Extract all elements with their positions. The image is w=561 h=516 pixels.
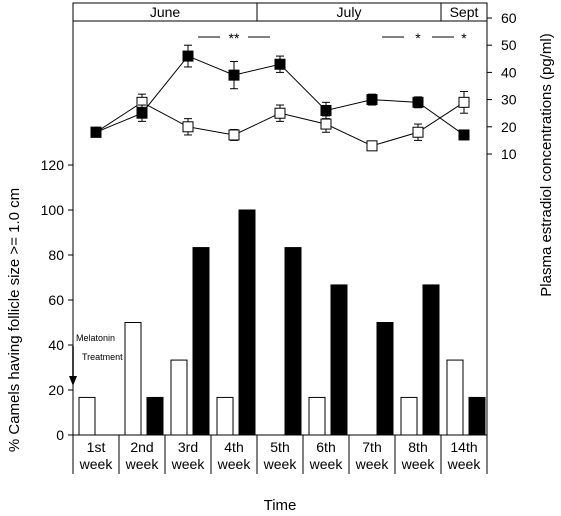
x-tick-label: week	[79, 456, 114, 472]
bar-melatonin	[192, 247, 210, 436]
month-label: June	[150, 4, 181, 20]
x-tick-label: week	[309, 456, 344, 472]
x-tick-label: week	[171, 456, 206, 472]
marker-control	[274, 107, 286, 119]
marker-control	[412, 126, 424, 138]
line-series	[90, 44, 470, 152]
marker-control	[458, 96, 470, 108]
left-tick-label: 80	[48, 247, 64, 263]
month-label: Sept	[450, 4, 479, 20]
significance-label: **	[229, 30, 240, 46]
bar-control	[170, 359, 188, 436]
melatonin-annotation: Melatonin Treatment	[69, 333, 123, 386]
x-tick-label: week	[401, 456, 436, 472]
marker-melatonin	[366, 94, 378, 106]
x-tick-label: 1st	[87, 439, 106, 455]
x-tick-labels: 1stweek2ndweek3rdweek4thweek5thweek6thwe…	[72, 435, 488, 474]
marker-melatonin	[274, 58, 286, 70]
bar-melatonin	[238, 209, 256, 436]
x-axis-title: Time	[264, 497, 297, 514]
x-tick-label: week	[217, 456, 252, 472]
marker-melatonin	[228, 69, 240, 81]
bar-series	[78, 209, 486, 436]
bar-melatonin	[376, 322, 394, 436]
marker-melatonin	[90, 126, 102, 138]
left-tick-label: 60	[48, 292, 64, 308]
bar-control	[216, 396, 234, 436]
bar-melatonin	[284, 247, 302, 436]
marker-melatonin	[458, 129, 470, 141]
left-axis-title: % Camels having follicle size >= 1.0 cm	[6, 188, 23, 452]
bar-control	[400, 396, 418, 436]
marker-control	[228, 129, 240, 141]
left-axis: 0 20 40 60 80 100 120	[41, 157, 73, 443]
x-tick-label: week	[355, 456, 390, 472]
marker-melatonin	[136, 107, 148, 119]
annotation-line-1: Melatonin	[76, 333, 115, 343]
bar-melatonin	[146, 396, 164, 436]
x-tick-label: 4th	[224, 439, 243, 455]
marker-melatonin	[182, 50, 194, 62]
marker-melatonin	[412, 96, 424, 108]
bar-control	[78, 396, 96, 436]
right-tick-label: 30	[501, 92, 517, 108]
bar-control	[124, 322, 142, 436]
bar-control	[446, 359, 464, 436]
right-tick-label: 40	[501, 64, 517, 80]
left-tick-label: 100	[41, 202, 65, 218]
marker-control	[320, 118, 332, 130]
left-tick-label: 120	[41, 157, 65, 173]
left-tick-label: 20	[48, 382, 64, 398]
x-tick-label: 7th	[362, 439, 381, 455]
marker-melatonin	[320, 104, 332, 116]
significance-label: *	[461, 30, 467, 46]
right-tick-label: 60	[501, 10, 517, 26]
marker-control	[366, 140, 378, 152]
annotation-line-2: Treatment	[82, 352, 123, 362]
x-tick-label: 5th	[270, 439, 289, 455]
bar-melatonin	[468, 396, 486, 436]
x-tick-label: 3rd	[178, 439, 198, 455]
left-tick-label: 0	[56, 427, 64, 443]
annotation-arrow-head	[69, 376, 77, 386]
significance-marks: ** * *	[198, 30, 467, 46]
x-tick-label: 6th	[316, 439, 335, 455]
x-tick-label: week	[447, 456, 482, 472]
x-tick-label: week	[263, 456, 298, 472]
bar-melatonin	[422, 284, 440, 436]
right-axis: 10 20 30 40 50 60	[487, 10, 517, 162]
right-tick-label: 20	[501, 119, 517, 135]
right-tick-label: 10	[501, 146, 517, 162]
left-tick-label: 40	[48, 337, 64, 353]
right-tick-label: 50	[501, 37, 517, 53]
marker-control	[182, 121, 194, 133]
right-axis-title: Plasma estradiol concentrations (pg/ml)	[538, 33, 555, 296]
bar-melatonin	[330, 284, 348, 436]
significance-label: *	[415, 30, 421, 46]
bar-control	[308, 396, 326, 436]
x-tick-label: 14th	[450, 439, 477, 455]
month-label: July	[337, 4, 362, 20]
x-tick-label: 2nd	[130, 439, 153, 455]
x-tick-label: 8th	[408, 439, 427, 455]
x-tick-label: week	[125, 456, 160, 472]
month-labels: June July Sept	[150, 3, 479, 21]
